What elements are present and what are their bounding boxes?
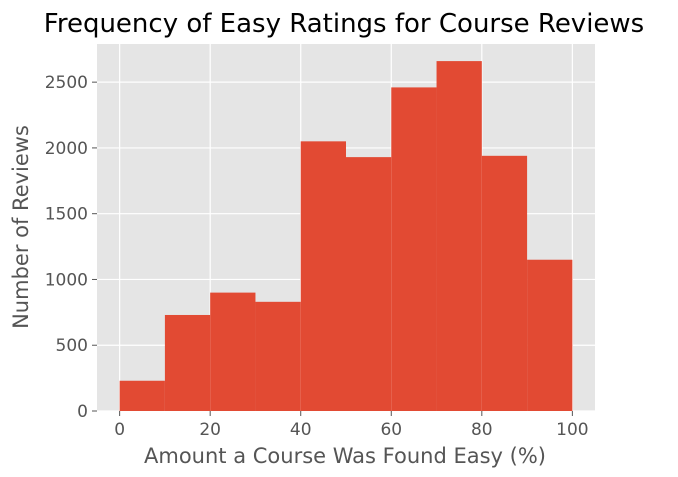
x-tick-label: 100 <box>556 420 588 440</box>
histogram-bar <box>346 157 392 411</box>
y-tick-label: 2500 <box>45 73 88 93</box>
x-tick-label: 40 <box>290 420 312 440</box>
x-axis-label: Amount a Course Was Found Easy (%) <box>144 444 546 468</box>
x-tick-label: 0 <box>114 420 125 440</box>
y-axis-ticks: 0 500 1000 1500 2000 2500 <box>45 73 97 422</box>
y-tick-label: 500 <box>56 336 88 356</box>
x-tick-label: 80 <box>471 420 493 440</box>
x-tick-label: 20 <box>199 420 221 440</box>
histogram-bar <box>164 314 211 411</box>
histogram-bar <box>210 292 256 411</box>
chart-title: Frequency of Easy Ratings for Course Rev… <box>44 9 644 39</box>
histogram-bar <box>119 380 165 411</box>
histogram-bar <box>481 155 528 411</box>
bars <box>119 61 573 412</box>
histogram-bar <box>300 141 346 411</box>
y-tick-label: 0 <box>77 402 88 422</box>
histogram-bar <box>436 61 482 412</box>
histogram-bar <box>255 301 301 411</box>
x-axis-ticks: 0 20 40 60 80 100 <box>114 411 589 440</box>
y-axis-label: Number of Reviews <box>9 125 33 329</box>
histogram-bar <box>391 87 437 411</box>
histogram-bar <box>527 259 573 411</box>
y-tick-label: 1000 <box>45 270 88 290</box>
y-tick-label: 2000 <box>45 139 88 159</box>
x-tick-label: 60 <box>380 420 402 440</box>
y-tick-label: 1500 <box>45 205 88 225</box>
